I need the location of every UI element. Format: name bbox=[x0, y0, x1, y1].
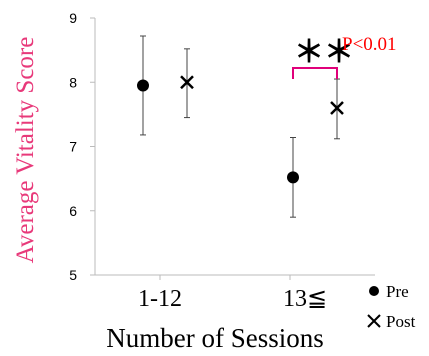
y-axis-label: Average Vitality Score bbox=[12, 37, 39, 264]
data-marks bbox=[137, 35, 344, 218]
legend-post-marker bbox=[367, 314, 381, 328]
legend-pre-marker bbox=[369, 286, 379, 296]
significance-stars: ＊＊ bbox=[294, 36, 354, 69]
significance-annotation: ＊＊ P<0.01 bbox=[292, 34, 397, 79]
x-categories: 1-12 13≦ bbox=[138, 286, 327, 312]
x-category-label: 13≦ bbox=[283, 286, 327, 312]
axes bbox=[90, 17, 375, 280]
x-category-label: 1-12 bbox=[138, 286, 182, 312]
legend-label: Pre bbox=[386, 282, 409, 301]
post-point bbox=[180, 75, 194, 90]
post-point-stroke bbox=[180, 75, 194, 90]
y-tick-label: 6 bbox=[69, 203, 77, 219]
x-axis-label: Number of Sessions bbox=[106, 323, 324, 353]
y-tick-label: 8 bbox=[69, 74, 77, 90]
y-tick-label: 9 bbox=[69, 10, 77, 26]
p-value-label: P<0.01 bbox=[342, 34, 397, 55]
y-tick-label: 7 bbox=[69, 139, 77, 155]
y-tick-label: 5 bbox=[69, 267, 77, 283]
significance-bracket bbox=[292, 67, 338, 79]
post-point-stroke bbox=[330, 101, 344, 115]
legend: Pre Post bbox=[367, 282, 416, 331]
pre-point bbox=[287, 171, 299, 184]
legend-label: Post bbox=[386, 312, 416, 331]
y-ticks: 5 6 7 8 9 bbox=[69, 10, 77, 283]
legend-post-stroke bbox=[367, 314, 381, 328]
pre-point bbox=[137, 79, 149, 92]
post-point bbox=[330, 101, 344, 115]
